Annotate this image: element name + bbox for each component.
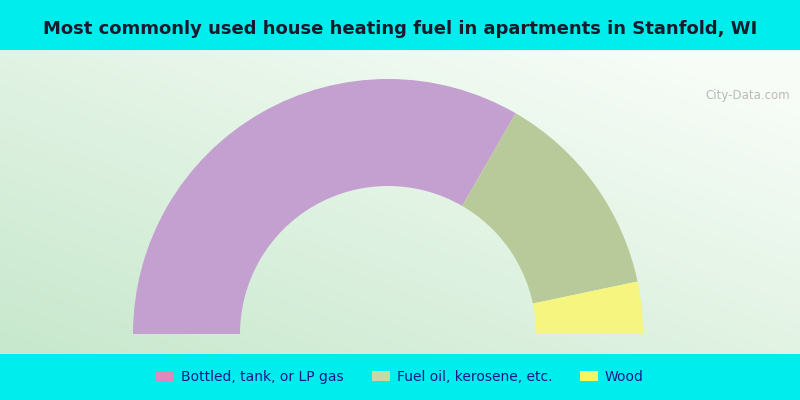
Legend: Bottled, tank, or LP gas, Fuel oil, kerosene, etc., Wood: Bottled, tank, or LP gas, Fuel oil, kero… <box>150 364 650 390</box>
Wedge shape <box>133 79 516 334</box>
Wedge shape <box>462 113 638 304</box>
Wedge shape <box>533 282 643 334</box>
Text: Most commonly used house heating fuel in apartments in Stanfold, WI: Most commonly used house heating fuel in… <box>43 20 757 38</box>
Text: City-Data.com: City-Data.com <box>706 89 790 102</box>
